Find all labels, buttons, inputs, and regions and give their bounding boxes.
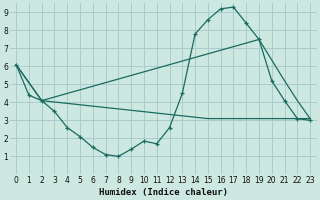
X-axis label: Humidex (Indice chaleur): Humidex (Indice chaleur) [99, 188, 228, 197]
